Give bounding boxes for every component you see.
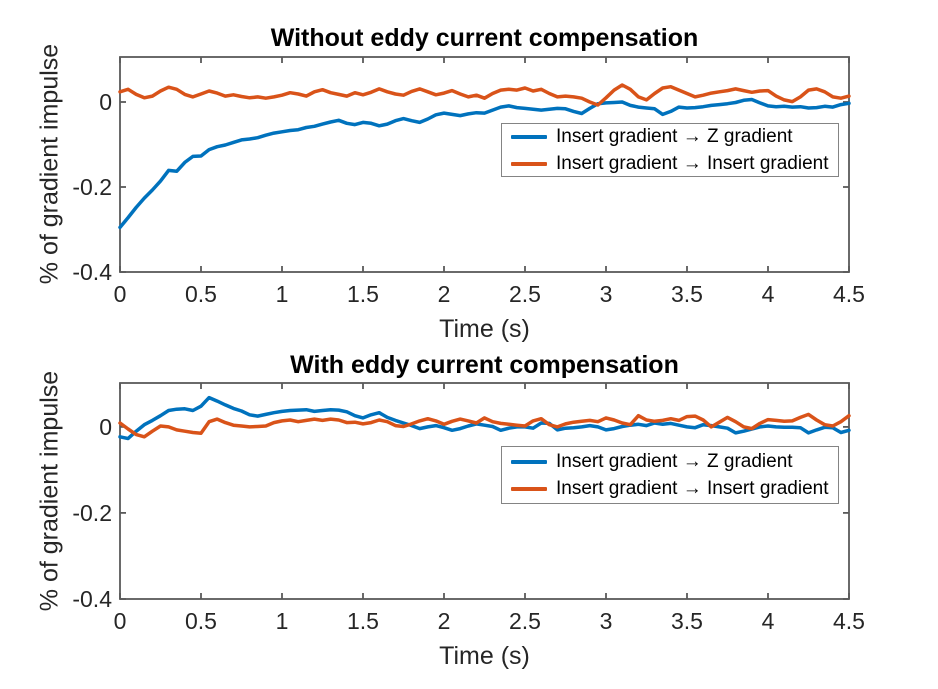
legend-entry: Insert gradient → Insert gradient — [511, 477, 838, 500]
chart-title-bottom: With eddy current compensation — [290, 351, 679, 379]
axes-frame-top — [119, 56, 850, 273]
legend-entry: Insert gradient → Z gradient — [511, 450, 838, 473]
legend-entry: Insert gradient → Z gradient — [511, 125, 838, 148]
x-tick-label: 2.5 — [509, 608, 541, 634]
x-axis-label-top: Time (s) — [439, 315, 530, 343]
legend-label: Insert gradient → Insert gradient — [556, 153, 829, 174]
legend-line-swatch-orange — [511, 486, 547, 491]
x-tick-label: 3 — [599, 281, 613, 307]
x-tick-label: 0 — [113, 281, 127, 307]
x-tick-label: 3 — [599, 608, 613, 634]
series-line-orange-bottom — [118, 412, 851, 439]
series-line-blue-bottom — [118, 395, 851, 441]
x-axis-label-bottom: Time (s) — [439, 642, 530, 670]
series-line-blue-top — [118, 97, 851, 230]
x-tick-label: 0.5 — [185, 281, 217, 307]
legend-line-swatch-orange — [511, 161, 547, 166]
y-tick-label: -0.4 — [72, 586, 112, 612]
legend-label: Insert gradient → Z gradient — [556, 451, 793, 472]
x-tick-label: 3.5 — [671, 608, 703, 634]
x-tick-label: 1.5 — [347, 281, 379, 307]
axes-frame-bottom — [119, 382, 850, 600]
x-tick-label: 0.5 — [185, 608, 217, 634]
y-tick-label: -0.4 — [72, 259, 112, 285]
x-tick-label: 1 — [275, 281, 289, 307]
legend-box-top: Insert gradient → Z gradient Insert gradi… — [501, 123, 839, 177]
x-tick-label: 2 — [437, 281, 451, 307]
x-tick-label: 1 — [275, 608, 289, 634]
x-tick-label: 1.5 — [347, 608, 379, 634]
legend-line-swatch-blue — [511, 459, 547, 464]
x-tick-label: 4 — [761, 281, 775, 307]
x-tick-label: 2 — [437, 608, 451, 634]
y-axis-label-bottom: % of gradient impulse — [35, 370, 64, 612]
y-tick-label: -0.2 — [72, 174, 112, 201]
x-tick-label: 4.5 — [833, 608, 865, 634]
legend-label: Insert gradient → Insert gradient — [556, 478, 829, 499]
y-tick-label: -0.2 — [72, 499, 112, 526]
legend-label: Insert gradient → Z gradient — [556, 126, 793, 147]
legend-entry: Insert gradient → Insert gradient — [511, 152, 838, 175]
x-tick-label: 4.5 — [833, 281, 865, 307]
chart-title-top: Without eddy current compensation — [270, 24, 699, 52]
x-tick-label: 0 — [113, 608, 127, 634]
series-line-orange-top — [118, 83, 851, 107]
legend-box-bottom: Insert gradient → Z gradient Insert gradi… — [501, 446, 839, 504]
x-tick-label: 3.5 — [671, 281, 703, 307]
y-tick-label: 0 — [99, 413, 112, 440]
y-tick-label: 0 — [99, 89, 112, 116]
legend-line-swatch-blue — [511, 134, 547, 139]
y-axis-label-top: % of gradient impulse — [35, 43, 64, 285]
x-tick-label: 4 — [761, 608, 775, 634]
x-tick-label: 2.5 — [509, 281, 541, 307]
